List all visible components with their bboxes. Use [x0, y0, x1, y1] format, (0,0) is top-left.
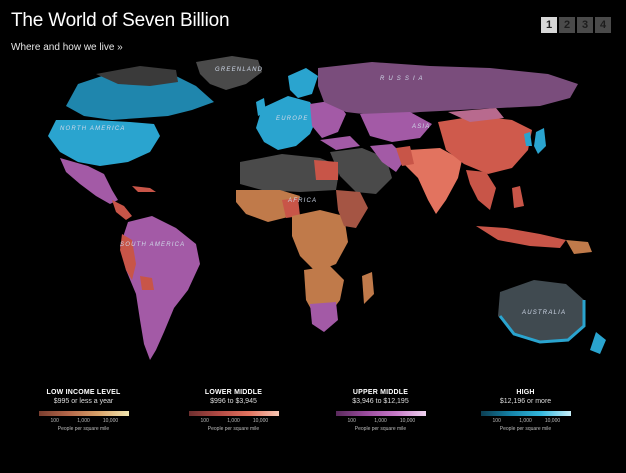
legend-tick: 100 — [200, 418, 209, 424]
label-europe: EUROPE — [276, 116, 309, 122]
label-south-america: SOUTH AMERICA — [120, 242, 185, 248]
legend-tick: 10,000 — [252, 418, 269, 424]
world-income-map: GREENLAND R U S S I A NORTH AMERICA EURO… — [48, 56, 606, 360]
mexico-region — [60, 158, 118, 204]
west-africa-region — [236, 190, 300, 222]
legend-title: LOWER MIDDLE — [204, 389, 263, 396]
legend-color-bar — [188, 411, 279, 416]
caribbean-region — [132, 186, 156, 192]
japan-region — [534, 128, 546, 154]
page-button-4[interactable]: 4 — [595, 17, 611, 33]
legend-color-bar — [480, 411, 571, 416]
indonesia-region — [476, 226, 566, 248]
central-asia-region — [360, 112, 432, 142]
legend-tick: 1,000 — [519, 418, 532, 424]
legend-tick: 100 — [492, 418, 501, 424]
east-africa-region — [336, 190, 368, 228]
new-zealand-region — [590, 332, 606, 354]
mongolia-region — [448, 108, 504, 122]
legend-unit: People per square mile — [57, 426, 110, 432]
legend-tick: 10,000 — [102, 418, 119, 424]
india-region — [404, 148, 462, 214]
australia-region — [498, 280, 584, 342]
label-north-america: NORTH AMERICA — [60, 126, 126, 132]
subtitle-link[interactable]: Where and how we live » — [11, 42, 123, 53]
pakistan-region — [396, 146, 414, 166]
legend-upper-middle: UPPER MIDDLE $3,946 to $12,195 100 1,000… — [323, 389, 438, 432]
legend-range: $3,946 to $12,195 — [352, 398, 409, 405]
legend-unit: People per square mile — [499, 426, 552, 432]
legend-ticks: 100 1,000 10,000 — [189, 417, 279, 425]
madagascar-region — [362, 272, 374, 304]
legend-tick: 100 — [347, 418, 356, 424]
legend-low-income: LOW INCOME LEVEL $995 or less a year 100… — [26, 389, 141, 432]
central-america-region — [112, 200, 132, 220]
label-australia: AUSTRALIA — [521, 310, 566, 316]
legend-title: UPPER MIDDLE — [352, 389, 409, 396]
scandinavia-region — [288, 68, 318, 98]
south-africa-region — [310, 302, 338, 332]
south-america-region — [120, 216, 200, 360]
legend-range: $996 to $3,945 — [210, 398, 257, 405]
uk-region — [256, 98, 266, 116]
label-greenland: GREENLAND — [215, 67, 263, 73]
philippines-region — [512, 186, 524, 208]
label-russia: R U S S I A — [380, 76, 424, 82]
egypt-region — [314, 160, 338, 180]
legend-ticks: 100 1,000 10,000 — [336, 417, 426, 425]
png-region — [566, 240, 592, 254]
canada-north-region — [96, 66, 178, 86]
legend-tick: 1,000 — [227, 418, 240, 424]
andes-region — [120, 234, 136, 280]
page-title: The World of Seven Billion — [11, 10, 230, 31]
page-pager: 1 2 3 4 — [541, 17, 611, 33]
legend-tick: 10,000 — [544, 418, 561, 424]
legend-color-bar — [335, 411, 426, 416]
legend-tick: 1,000 — [374, 418, 387, 424]
label-africa: AFRICA — [287, 198, 317, 204]
legend-title: HIGH — [516, 389, 535, 396]
legend-lower-middle: LOWER MIDDLE $996 to $3,945 100 1,000 10… — [176, 389, 291, 432]
page-button-2[interactable]: 2 — [559, 17, 575, 33]
legend-tick: 1,000 — [77, 418, 90, 424]
china-region — [438, 116, 532, 174]
label-asia: ASIA — [411, 124, 430, 130]
legend-high: HIGH $12,196 or more 100 1,000 10,000 Pe… — [468, 389, 583, 432]
bolivia-region — [140, 276, 154, 290]
legend-range: $995 or less a year — [53, 398, 114, 405]
russia-region — [318, 62, 578, 116]
legend-ticks: 100 1,000 10,000 — [39, 417, 129, 425]
legend-ticks: 100 1,000 10,000 — [481, 417, 571, 425]
legend-range: $12,196 or more — [499, 398, 552, 405]
page-button-3[interactable]: 3 — [577, 17, 593, 33]
legend-unit: People per square mile — [207, 426, 260, 432]
legend-title: LOW INCOME LEVEL — [46, 389, 121, 396]
canada-region — [66, 70, 214, 120]
greenland-region — [196, 56, 262, 90]
korea-region — [524, 132, 532, 146]
legend-color-bar — [38, 411, 129, 416]
central-africa-region — [292, 210, 348, 272]
page-button-1[interactable]: 1 — [541, 17, 557, 33]
legend-tick: 10,000 — [399, 418, 416, 424]
southeast-asia-region — [466, 170, 496, 210]
western-europe-region — [256, 96, 318, 150]
nigeria-region — [282, 198, 300, 218]
usa-region — [48, 120, 160, 166]
middle-east-region — [330, 148, 392, 194]
turkey-region — [320, 136, 360, 150]
legend-tick: 100 — [50, 418, 59, 424]
legend-unit: People per square mile — [354, 426, 407, 432]
australia-coast-region — [498, 300, 586, 344]
eastern-europe-region — [310, 100, 346, 138]
